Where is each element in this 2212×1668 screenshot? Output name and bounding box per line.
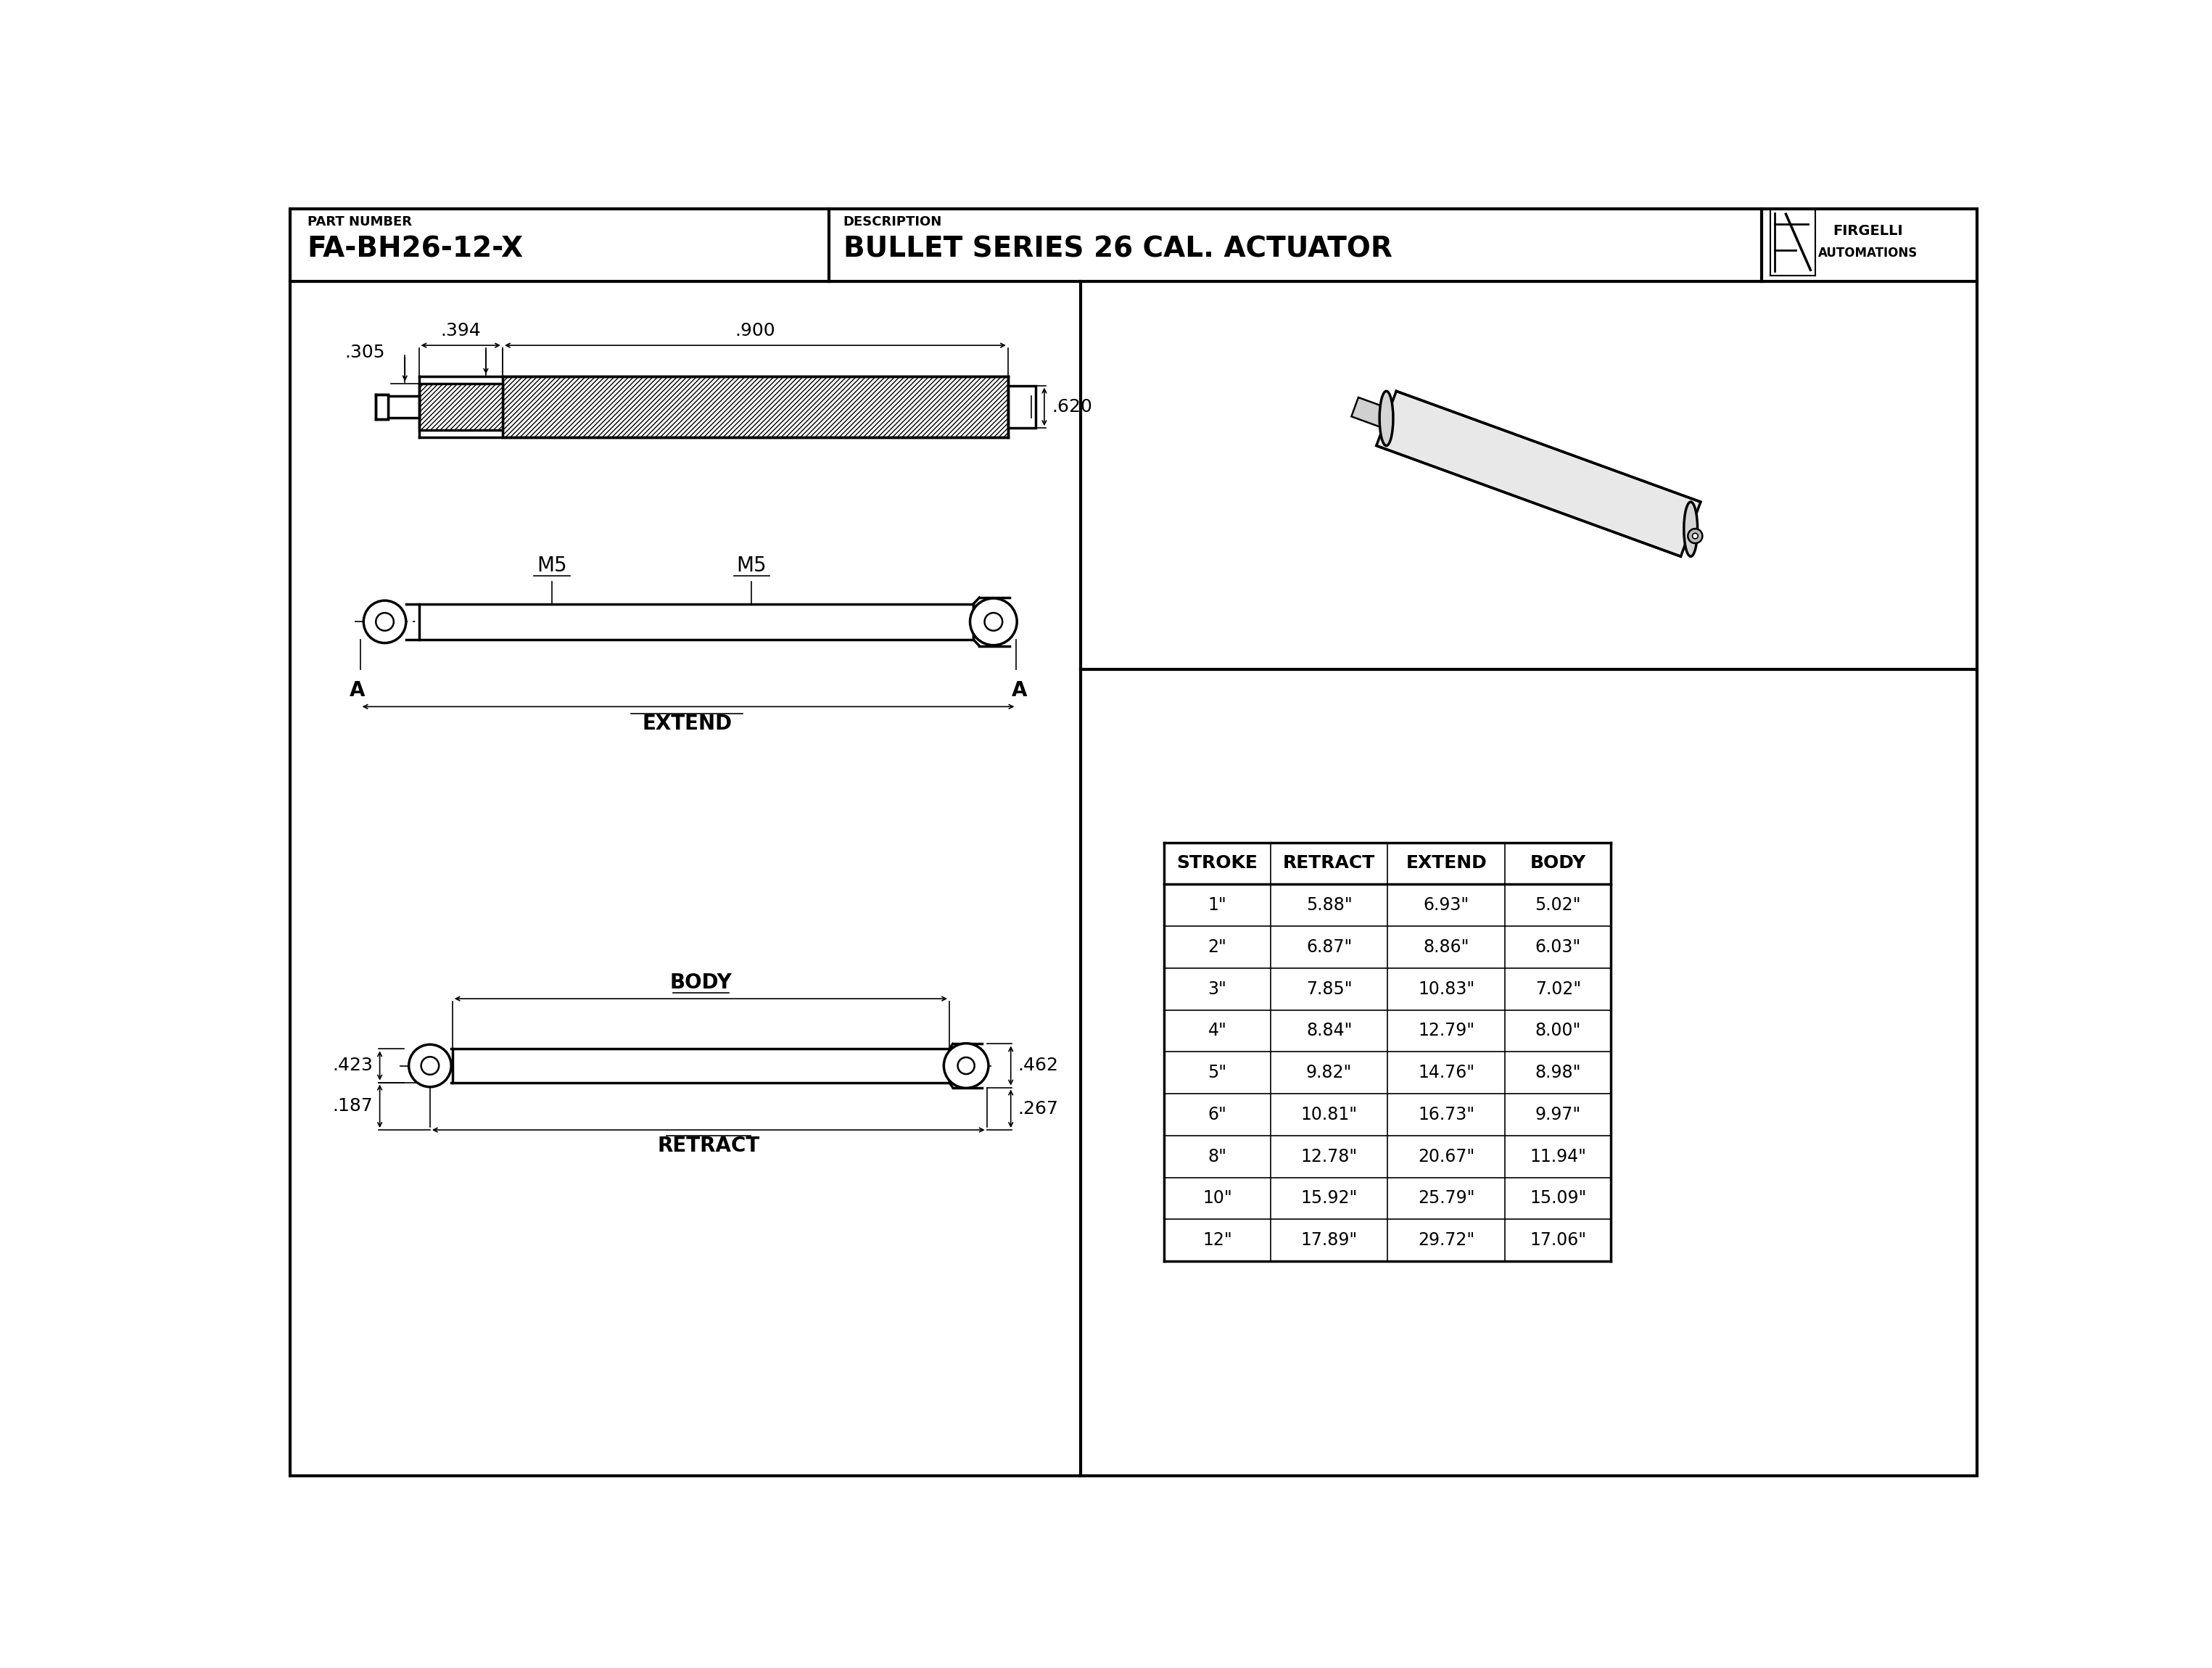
Text: 8.86": 8.86" bbox=[1422, 939, 1469, 956]
Text: 7.85": 7.85" bbox=[1305, 981, 1352, 997]
Circle shape bbox=[420, 1058, 438, 1074]
Text: .187: .187 bbox=[332, 1098, 374, 1114]
Text: EXTEND: EXTEND bbox=[1407, 854, 1486, 872]
Text: 20.67": 20.67" bbox=[1418, 1148, 1475, 1166]
Text: 10": 10" bbox=[1203, 1189, 1232, 1208]
Text: 1": 1" bbox=[1208, 896, 1228, 914]
Text: 5.02": 5.02" bbox=[1535, 896, 1582, 914]
Ellipse shape bbox=[1683, 502, 1697, 557]
Text: .267: .267 bbox=[1018, 1099, 1057, 1118]
Text: 15.92": 15.92" bbox=[1301, 1189, 1358, 1208]
Bar bbox=[376, 395, 387, 419]
Text: A: A bbox=[1011, 681, 1026, 701]
Circle shape bbox=[363, 600, 407, 642]
Bar bbox=[418, 384, 502, 430]
Polygon shape bbox=[1352, 397, 1389, 429]
Text: 16.73": 16.73" bbox=[1418, 1106, 1475, 1123]
Text: M5: M5 bbox=[538, 555, 566, 575]
Text: 9.97": 9.97" bbox=[1535, 1106, 1582, 1123]
Text: A: A bbox=[349, 681, 365, 701]
Text: 5.88": 5.88" bbox=[1305, 896, 1352, 914]
Text: .394: .394 bbox=[440, 322, 480, 340]
Text: 6.93": 6.93" bbox=[1425, 896, 1469, 914]
Text: M5: M5 bbox=[737, 555, 768, 575]
Text: EXTEND: EXTEND bbox=[641, 714, 732, 734]
Text: 10.81": 10.81" bbox=[1301, 1106, 1358, 1123]
Text: 12.79": 12.79" bbox=[1418, 1022, 1475, 1039]
Text: 9.82": 9.82" bbox=[1305, 1064, 1352, 1081]
Polygon shape bbox=[1376, 390, 1701, 557]
Text: 3": 3" bbox=[1208, 981, 1228, 997]
Text: 8.00": 8.00" bbox=[1535, 1022, 1582, 1039]
Circle shape bbox=[409, 1044, 451, 1088]
Text: 8.84": 8.84" bbox=[1305, 1022, 1352, 1039]
Text: 14.76": 14.76" bbox=[1418, 1064, 1475, 1081]
Text: 8.98": 8.98" bbox=[1535, 1064, 1582, 1081]
Text: RETRACT: RETRACT bbox=[1283, 854, 1376, 872]
Text: .462: .462 bbox=[1018, 1058, 1057, 1074]
Circle shape bbox=[376, 612, 394, 631]
Text: 25.79": 25.79" bbox=[1418, 1189, 1475, 1208]
Text: FA-BH26-12-X: FA-BH26-12-X bbox=[307, 235, 524, 264]
Text: RETRACT: RETRACT bbox=[657, 1136, 759, 1156]
Text: 29.72": 29.72" bbox=[1418, 1231, 1475, 1249]
Circle shape bbox=[945, 1044, 989, 1088]
Text: AUTOMATIONS: AUTOMATIONS bbox=[1818, 247, 1918, 260]
Text: 12": 12" bbox=[1203, 1231, 1232, 1249]
Ellipse shape bbox=[1380, 390, 1394, 445]
Circle shape bbox=[1688, 529, 1703, 544]
Circle shape bbox=[984, 612, 1002, 631]
Text: STROKE: STROKE bbox=[1177, 854, 1259, 872]
Text: 17.06": 17.06" bbox=[1531, 1231, 1586, 1249]
Text: FIRGELLI: FIRGELLI bbox=[1834, 224, 1902, 239]
Text: .305: .305 bbox=[345, 344, 385, 362]
Text: .423: .423 bbox=[332, 1058, 374, 1074]
Text: PART NUMBER: PART NUMBER bbox=[307, 215, 411, 229]
Circle shape bbox=[1692, 534, 1699, 539]
Bar bbox=[502, 375, 1009, 437]
Text: 8": 8" bbox=[1208, 1148, 1228, 1166]
Text: 4": 4" bbox=[1208, 1022, 1228, 1039]
Bar bbox=[453, 1049, 949, 1083]
Bar bbox=[418, 604, 973, 639]
Text: BODY: BODY bbox=[1531, 854, 1586, 872]
Text: 2": 2" bbox=[1208, 939, 1228, 956]
Bar bbox=[1009, 385, 1035, 429]
Text: BODY: BODY bbox=[670, 972, 732, 992]
Text: 5": 5" bbox=[1208, 1064, 1228, 1081]
Text: DESCRIPTION: DESCRIPTION bbox=[843, 215, 942, 229]
Circle shape bbox=[971, 599, 1018, 646]
Text: .900: .900 bbox=[734, 322, 776, 340]
Text: 11.94": 11.94" bbox=[1531, 1148, 1586, 1166]
Text: 7.02": 7.02" bbox=[1535, 981, 1582, 997]
Text: 6.87": 6.87" bbox=[1305, 939, 1352, 956]
Text: 12.78": 12.78" bbox=[1301, 1148, 1358, 1166]
Text: 17.89": 17.89" bbox=[1301, 1231, 1358, 1249]
Bar bbox=[387, 395, 418, 417]
Text: 6": 6" bbox=[1208, 1106, 1228, 1123]
Text: 15.09": 15.09" bbox=[1531, 1189, 1586, 1208]
Text: .620: .620 bbox=[1051, 399, 1093, 415]
Circle shape bbox=[958, 1058, 975, 1074]
Text: 6.03": 6.03" bbox=[1535, 939, 1582, 956]
Text: 10.83": 10.83" bbox=[1418, 981, 1475, 997]
Text: BULLET SERIES 26 CAL. ACTUATOR: BULLET SERIES 26 CAL. ACTUATOR bbox=[843, 235, 1391, 264]
